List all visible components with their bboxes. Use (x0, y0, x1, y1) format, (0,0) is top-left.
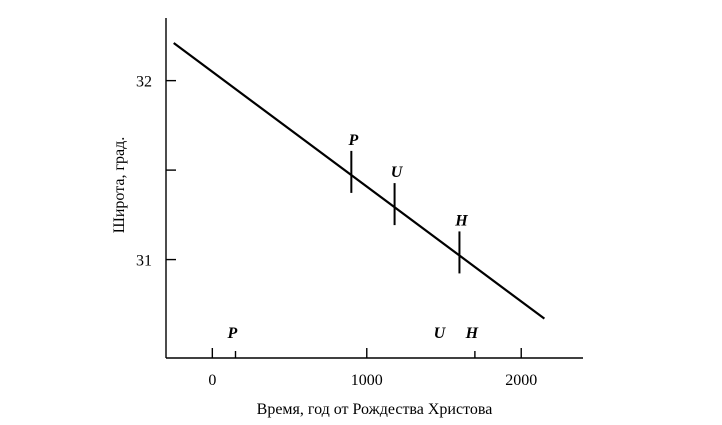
y-tick-label: 32 (136, 74, 152, 91)
y-tick-label: 31 (136, 253, 152, 270)
x-tick-label: 1000 (351, 372, 383, 389)
bottom-marker-label: P (227, 325, 238, 342)
marker-label: H (454, 212, 468, 229)
marker-label: P (347, 132, 358, 149)
marker-label: U (391, 164, 404, 181)
x-tick-label: 2000 (505, 372, 537, 389)
trend-line (173, 42, 546, 320)
y-axis-title: Широта, град. (111, 137, 128, 234)
bottom-marker-label: H (465, 325, 479, 342)
x-axis-title: Время, год от Рождества Христова (257, 401, 493, 418)
x-tick-label: 0 (208, 372, 216, 389)
bottom-marker-label: U (434, 325, 447, 342)
